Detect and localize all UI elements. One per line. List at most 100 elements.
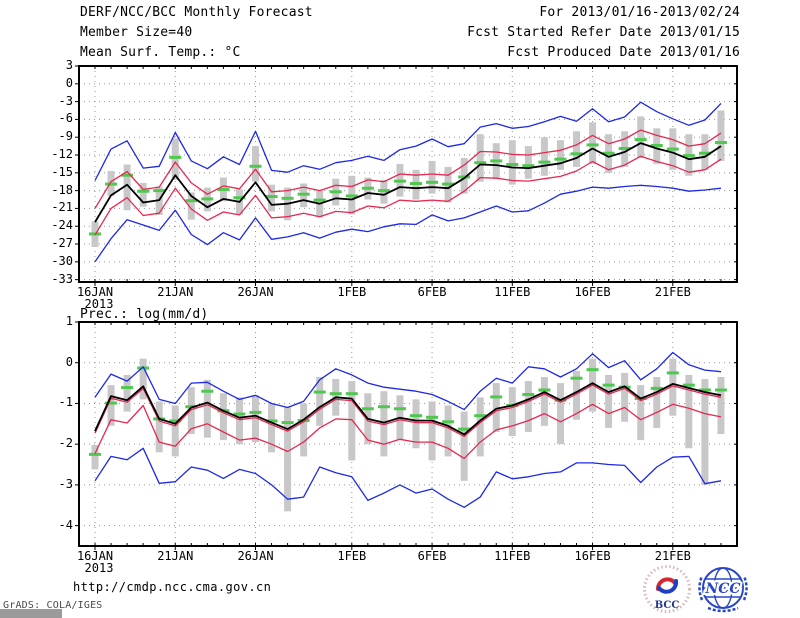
median-dash (522, 392, 535, 396)
spread-bar (139, 182, 147, 207)
y-tick-label: -21 (51, 200, 73, 215)
median-dash (442, 420, 455, 424)
median-dash (426, 415, 439, 419)
series-minus-std (94, 155, 722, 236)
median-dash (570, 152, 583, 156)
median-dash (297, 192, 310, 196)
y-tick-label: -30 (51, 253, 73, 268)
ncc-logo: NCC (698, 567, 748, 613)
spread-bar (268, 403, 276, 453)
median-dash (714, 388, 727, 392)
median-dash (377, 189, 390, 193)
x-tick-label: 21FEB (654, 285, 691, 299)
series-ens-max (94, 101, 722, 181)
x-tick-label: 21FEB (654, 549, 691, 563)
x-tick-label: 16JAN (76, 549, 114, 563)
x-tick-label: 26JAN (237, 285, 274, 299)
footer-url-text: http://cmdp.ncc.cma.gov.cn (73, 580, 272, 594)
forecast-range-label: For 2013/01/16-2013/02/24 (539, 5, 740, 20)
ncc-logo-wreath-right (742, 575, 748, 601)
median-dash (169, 155, 182, 159)
x-tick-label: 21JAN (157, 285, 194, 299)
spread-bar (316, 376, 324, 426)
spread-bar (540, 137, 548, 176)
spread-bar (621, 372, 629, 422)
series-ens-mean (94, 382, 722, 436)
spread-bar (460, 411, 468, 481)
bcc-logo-ring (643, 565, 691, 613)
spread-bar (573, 131, 580, 167)
median-dash (201, 197, 214, 201)
median-dash (602, 151, 615, 155)
spread-bar (653, 376, 661, 428)
bcc-logo-blue-swirl (657, 579, 679, 594)
x-tick-label: 1FEB (337, 549, 367, 563)
median-dash (249, 410, 262, 414)
median-dash (105, 182, 118, 186)
y-tick-label: -18 (51, 182, 73, 197)
median-dash (345, 194, 358, 198)
spread-bar (428, 160, 436, 194)
median-dash (281, 196, 294, 200)
median-dash (265, 419, 278, 423)
spread-bar (203, 379, 211, 438)
median-dash (377, 405, 390, 409)
median-dash (265, 195, 278, 199)
median-dash (313, 198, 326, 202)
median-dash (185, 199, 198, 203)
bcc-logo-text: BCC (655, 600, 680, 611)
median-dash (474, 161, 487, 165)
median-dash (345, 392, 358, 396)
plot-title: DERF/NCC/BCC Monthly Forecast (80, 5, 313, 20)
spread-bar (155, 401, 163, 453)
spread-bar (573, 370, 580, 420)
x-tick-label: 6FEB (417, 549, 447, 563)
plot-frame (78, 321, 738, 547)
ncc-logo-wreath-bottom (707, 606, 739, 613)
spread-bar (252, 395, 259, 443)
spread-bar (717, 376, 725, 434)
median-dash (682, 154, 695, 158)
x-tick-label: 11FEB (494, 285, 531, 299)
spread-bar (171, 138, 179, 180)
spread-bar (476, 134, 484, 182)
spread-bar (284, 407, 292, 512)
series-plus-std (94, 129, 722, 209)
median-dash (393, 179, 406, 183)
spread-bar (187, 192, 195, 220)
median-dash (490, 395, 503, 399)
median-dash (281, 421, 294, 425)
y-tick-label: -3 (58, 476, 73, 491)
median-dash (249, 164, 262, 168)
x-tick-label: 6FEB (417, 285, 447, 299)
y-tick-label: -33 (51, 271, 73, 286)
spread-bar (669, 358, 677, 416)
spread-bar (524, 381, 532, 432)
y-tick-label: 0 (65, 75, 73, 90)
prec-variable-label: Prec.: log(mm/d) (80, 307, 209, 322)
spread-bar (701, 379, 709, 485)
median-dash (217, 187, 230, 191)
spread-bar (508, 140, 516, 185)
y-tick-label: 3 (65, 58, 73, 72)
spread-bar (219, 393, 227, 441)
spread-bar (252, 146, 259, 182)
x-tick-label: 11FEB (494, 549, 531, 563)
spread-bar (476, 397, 484, 457)
y-tick-label: 1 (65, 314, 73, 328)
y-tick-label: -6 (58, 111, 73, 126)
median-dash (361, 407, 374, 411)
x-tick-label: 1FEB (337, 285, 367, 299)
spread-bar (428, 401, 436, 461)
x-year-label: 2013 (84, 297, 114, 311)
spread-bar (492, 383, 500, 432)
median-dash (201, 389, 214, 393)
series-plus-std (94, 384, 722, 438)
spread-bar (508, 387, 516, 437)
grads-credit: GrADS: COLA/IGES (3, 600, 103, 611)
median-dash (393, 407, 406, 411)
median-dash (698, 388, 711, 392)
spread-bar (123, 164, 131, 211)
temp-variable-label: Mean Surf. Temp.: °C (80, 45, 241, 60)
spread-bar (300, 403, 308, 457)
